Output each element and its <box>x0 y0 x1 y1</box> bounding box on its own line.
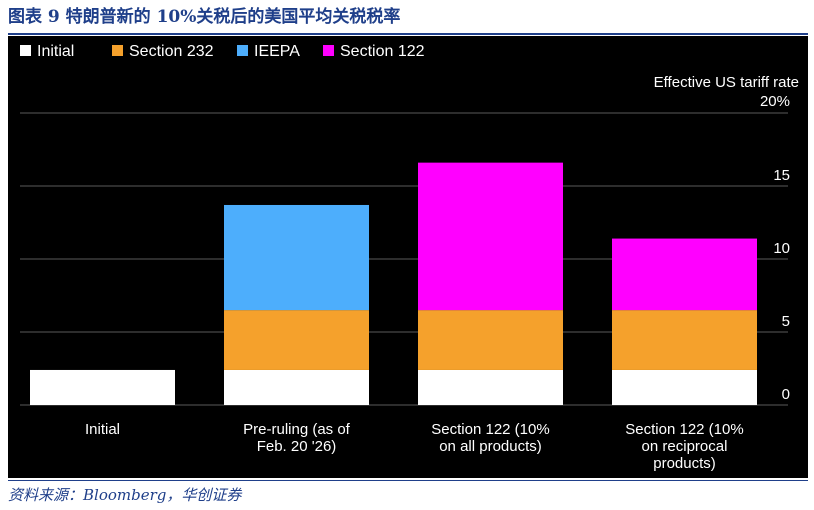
figure-title: 图表 9 特朗普新的 10%关税后的美国平均关税税率 <box>8 7 401 27</box>
y-tick-label: 15 <box>773 167 790 184</box>
bar-segment-section-232 <box>418 310 563 370</box>
y-tick-label: 5 <box>782 313 790 330</box>
bar-segment-initial <box>224 369 369 405</box>
chart-panel: Initial Section 232 IEEPA Section 122 Effect… <box>8 36 808 478</box>
bar-segment-initial <box>612 369 757 405</box>
bar-segment-section-232 <box>224 310 369 370</box>
bar-segment-ieepa <box>224 204 369 311</box>
legend-label-3: Section 122 <box>340 43 425 60</box>
x-category-label: on reciprocal <box>642 438 728 455</box>
source-note: 资料来源：Bloomberg，华创证券 <box>8 486 242 504</box>
legend-swatch-3 <box>323 45 334 56</box>
y-tick-label: 20% <box>760 93 790 110</box>
bar-segment-section-232 <box>612 310 757 370</box>
y-tick-label: 0 <box>782 386 790 403</box>
x-category-label: Initial <box>85 421 120 438</box>
x-category-label: products) <box>653 455 716 472</box>
title-rule <box>8 33 808 35</box>
x-category-label: on all products) <box>439 438 542 455</box>
stacked-bar-chart: Initial Section 232 IEEPA Section 122 Effect… <box>20 43 799 472</box>
y-tick-label: 10 <box>773 240 790 257</box>
legend-label-1: Section 232 <box>129 43 214 60</box>
legend-label-0: Initial <box>37 43 74 60</box>
bar-segment-section-122 <box>612 238 757 311</box>
bar-segment-section-122 <box>418 162 563 311</box>
source-rule <box>8 480 808 481</box>
legend-label-2: IEEPA <box>254 43 300 60</box>
legend-swatch-1 <box>112 45 123 56</box>
bar-segment-initial <box>30 369 175 405</box>
y-axis-title: Effective US tariff rate <box>654 74 799 91</box>
x-category-label: Section 122 (10% <box>431 421 549 438</box>
x-category-label: Pre-ruling (as of <box>243 421 351 438</box>
legend-swatch-0 <box>20 45 31 56</box>
x-category-label: Feb. 20 '26) <box>257 438 337 455</box>
legend-swatch-2 <box>237 45 248 56</box>
x-category-label: Section 122 (10% <box>625 421 743 438</box>
bar-segment-initial <box>418 369 563 405</box>
